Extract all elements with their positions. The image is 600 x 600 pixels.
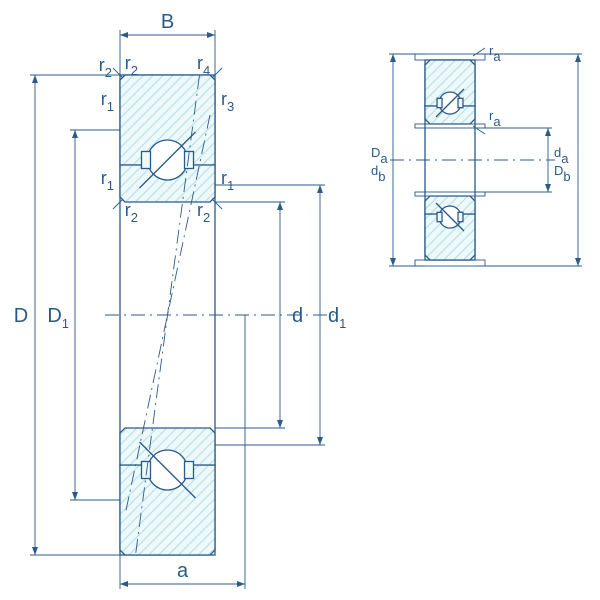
bearing-diagram: BaDD1dd1r2r2r4r1r3r1r1r2r2DadbdaDbrara [0, 0, 600, 600]
svg-text:Db: Db [554, 163, 571, 184]
svg-text:r2: r2 [197, 200, 210, 225]
svg-text:d1: d1 [328, 305, 346, 331]
svg-text:a: a [177, 560, 189, 582]
svg-text:r2: r2 [99, 55, 112, 80]
svg-text:db: db [371, 163, 385, 184]
svg-text:D: D [14, 305, 28, 327]
svg-text:r3: r3 [221, 89, 234, 114]
svg-text:r4: r4 [197, 53, 210, 78]
svg-text:B: B [161, 11, 174, 33]
svg-text:ra: ra [489, 108, 501, 129]
svg-text:r1: r1 [101, 168, 114, 193]
svg-text:r1: r1 [221, 168, 234, 193]
svg-text:r2: r2 [125, 53, 138, 78]
svg-text:r1: r1 [101, 89, 114, 114]
svg-text:d: d [292, 305, 303, 327]
svg-text:ra: ra [489, 43, 501, 64]
svg-text:D1: D1 [47, 305, 69, 331]
svg-text:r2: r2 [125, 200, 138, 225]
